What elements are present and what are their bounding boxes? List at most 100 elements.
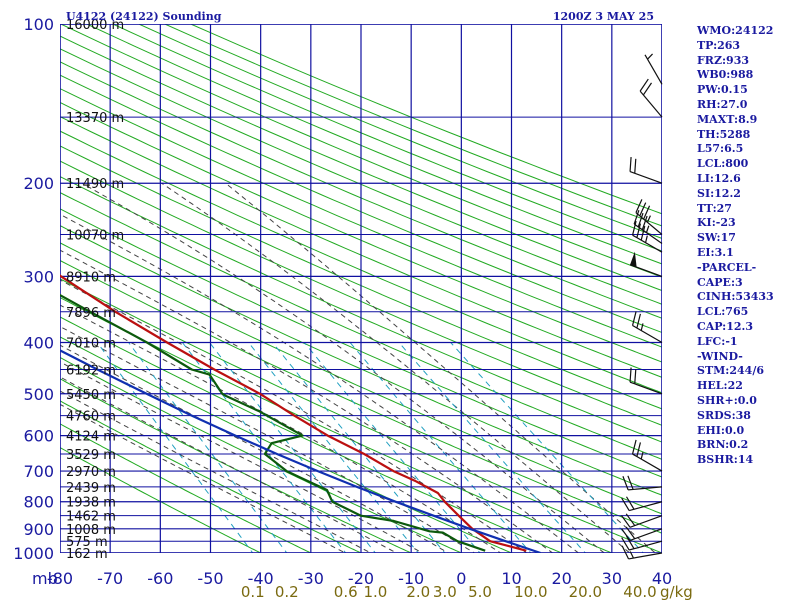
- mixing-ratio-label: 0.6: [334, 583, 358, 600]
- temperature-tick-label: -80: [47, 569, 73, 588]
- moist-adiabat-line: [60, 304, 502, 553]
- wind-barb: [631, 311, 663, 344]
- height-label: 10070 m: [66, 229, 124, 244]
- dry-adiabat-line: [60, 48, 662, 305]
- sounding-indices-panel: WMO:24122 TP:263 FRZ:933 WB0:988 PW:0.15 RH:2…: [697, 24, 797, 468]
- sounding-index: PW:0.15: [697, 83, 748, 97]
- dry-adiabat-line: [60, 423, 313, 553]
- pressure-tick-label: 1000: [13, 544, 54, 563]
- sounding-index: -WIND-: [697, 349, 743, 363]
- sounding-index: SI:12.2: [697, 186, 741, 200]
- sounding-index: TT:27: [697, 201, 732, 215]
- wind-barb: [621, 535, 663, 551]
- temperature-tick-label: 0: [456, 569, 466, 588]
- sounding-index: L57:6.5: [697, 142, 744, 156]
- sounding-index: TH:5288: [697, 127, 751, 141]
- height-label: 1462 m: [66, 510, 116, 525]
- pressure-tick-label: 900: [23, 520, 54, 539]
- mixing-ratio-label: 10.0: [514, 583, 547, 600]
- height-label: 2970 m: [66, 465, 116, 480]
- temperature-tick-label: 40: [652, 569, 672, 588]
- height-label: 4124 m: [66, 430, 116, 445]
- dry-adiabat-line: [60, 35, 662, 292]
- sounding-index: BRN:0.2: [697, 438, 749, 452]
- height-label: 3529 m: [66, 448, 116, 463]
- sounding-index: LI:12.6: [697, 171, 741, 185]
- height-label: 2439 m: [66, 481, 116, 496]
- mixing-ratio-line: [209, 342, 377, 553]
- dry-adiabat-line: [60, 208, 662, 478]
- moist-adiabat-line: [60, 390, 372, 553]
- temperature-tick-label: -60: [147, 569, 173, 588]
- temperature-tick-label: -10: [398, 569, 424, 588]
- height-label: 162 m: [66, 547, 108, 562]
- pressure-tick-label: 200: [23, 174, 54, 193]
- wind-barb: [644, 53, 663, 85]
- mixing-ratio-line: [349, 342, 532, 553]
- dry-adiabat-line: [60, 160, 662, 426]
- chart-time: 1200Z 3 MAY 25: [553, 10, 654, 23]
- temperature-tick-label: -70: [97, 569, 123, 588]
- moist-adiabat-line: [60, 344, 450, 553]
- pressure-tick-label: 500: [23, 385, 54, 404]
- mixing-ratio-line: [272, 342, 446, 553]
- moist-adiabat-line: [60, 249, 554, 553]
- sounding-index: BSHR:14: [697, 453, 754, 467]
- dry-adiabat-line: [60, 61, 662, 319]
- wind-barb: [621, 496, 663, 512]
- mixing-ratio-line: [96, 342, 254, 553]
- sounding-index: HEL:22: [697, 379, 743, 393]
- moist-adiabat-line: [161, 182, 631, 553]
- sounding-index: SRDS:38: [697, 408, 751, 422]
- temperature-tick-label: -40: [248, 569, 274, 588]
- pressure-tick-label: 100: [23, 15, 54, 34]
- sounding-index: SHR+:0.0: [697, 393, 757, 407]
- dry-adiabat-line: [60, 88, 662, 348]
- wind-barb: [631, 220, 663, 253]
- dry-adiabat-line: [60, 101, 662, 363]
- pressure-tick-label: 700: [23, 462, 54, 481]
- dry-adiabat-line: [60, 259, 662, 534]
- wind-barb: [635, 199, 663, 235]
- wind-barb: [622, 475, 663, 491]
- temperature-tick-label: -30: [298, 569, 324, 588]
- temperature-tick-label: -20: [348, 569, 374, 588]
- sounding-index: RH:27.0: [697, 97, 748, 111]
- wind-barb: [639, 78, 663, 118]
- sounding-index: LFC:-1: [697, 334, 738, 348]
- dry-adiabat-line: [60, 316, 564, 553]
- sounding-index: FRZ:933: [697, 53, 750, 67]
- wind-barb: [631, 439, 663, 472]
- dry-adiabats: [60, 24, 662, 553]
- sounding-index: TP:263: [697, 38, 741, 52]
- wind-barb: [629, 157, 663, 184]
- moist-adiabat-line: [60, 361, 424, 553]
- mixing-ratio-label: 0.1: [241, 583, 265, 600]
- sounding-index: KI:-23: [697, 216, 736, 230]
- dry-adiabat-line: [60, 24, 662, 278]
- pressure-tick-label: 800: [23, 493, 54, 512]
- mixing-ratio-line: [248, 342, 419, 553]
- sounding-index: -PARCEL-: [697, 260, 757, 274]
- dry-adiabat-line: [85, 24, 662, 265]
- height-label: 13370 m: [66, 111, 124, 126]
- sounding-index: STM:244/6: [697, 364, 764, 378]
- mixing-ratio-label: 3.0: [433, 583, 457, 600]
- mixing-ratio-lines: [96, 342, 644, 553]
- profiles: [60, 274, 541, 553]
- dewpoint-profile-line: [60, 293, 486, 552]
- wind-barb: [629, 367, 663, 395]
- sounding-index: WB0:988: [697, 68, 754, 82]
- parcel-path-line: [60, 349, 541, 553]
- pressure-tick-label: 300: [23, 267, 54, 286]
- mixing-ratio-label: 2.0: [406, 583, 430, 600]
- temperature-profile-line: [60, 274, 527, 552]
- wind-barbs: [621, 53, 663, 560]
- sounding-index: WMO:24122: [697, 24, 774, 37]
- sounding-index: LCL:765: [697, 305, 749, 319]
- pressure-unit-label: mb: [32, 569, 58, 588]
- moist-adiabats: [60, 182, 657, 553]
- dry-adiabat-line: [60, 400, 363, 553]
